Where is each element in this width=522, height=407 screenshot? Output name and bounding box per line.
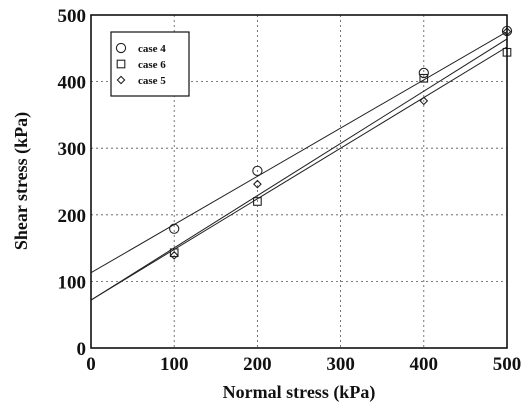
data-point xyxy=(253,179,262,189)
fit-lines xyxy=(91,31,507,301)
x-tick-labels: 0 100 200 300 400 500 xyxy=(86,354,521,375)
legend-label: case 4 xyxy=(138,43,166,55)
data-point xyxy=(169,251,179,260)
y-tick-labels: 0 100 200 300 400 500 xyxy=(58,6,87,360)
data-point xyxy=(418,67,429,79)
legend-label: case 5 xyxy=(138,75,166,87)
plot-frame xyxy=(90,14,508,349)
y-tick-label: 100 xyxy=(58,272,87,293)
x-tick-label: 300 xyxy=(326,354,355,375)
legend-marker xyxy=(116,59,126,69)
x-tick-label: 200 xyxy=(243,354,272,375)
y-tick-label: 300 xyxy=(58,139,87,160)
x-tick-label: 500 xyxy=(493,354,522,375)
x-tick-label: 400 xyxy=(410,354,439,375)
y-tick-label: 0 xyxy=(77,339,87,360)
y-tick-label: 200 xyxy=(58,206,87,227)
data-point xyxy=(252,165,263,176)
y-axis-title: Shear stress (kPa) xyxy=(11,112,32,250)
fit-line xyxy=(91,46,507,301)
data-point xyxy=(169,248,179,258)
data-point xyxy=(253,197,262,206)
data-point xyxy=(169,223,180,234)
x-tick-label: 100 xyxy=(160,354,189,375)
legend-box xyxy=(110,31,190,97)
data-point xyxy=(419,96,429,106)
fit-line xyxy=(91,31,507,274)
grid-lines xyxy=(91,15,507,348)
y-tick-label: 500 xyxy=(58,6,87,27)
x-tick-label: 0 xyxy=(86,354,96,375)
x-axis-title: Normal stress (kPa) xyxy=(223,382,376,403)
data-point xyxy=(419,73,429,83)
legend-marker xyxy=(115,42,127,54)
y-tick-label: 400 xyxy=(58,73,87,94)
legend-marker xyxy=(116,75,126,85)
fit-line xyxy=(91,38,507,301)
legend-label: case 6 xyxy=(138,59,166,71)
legend: case 4 case 6 case 5 xyxy=(110,31,190,97)
